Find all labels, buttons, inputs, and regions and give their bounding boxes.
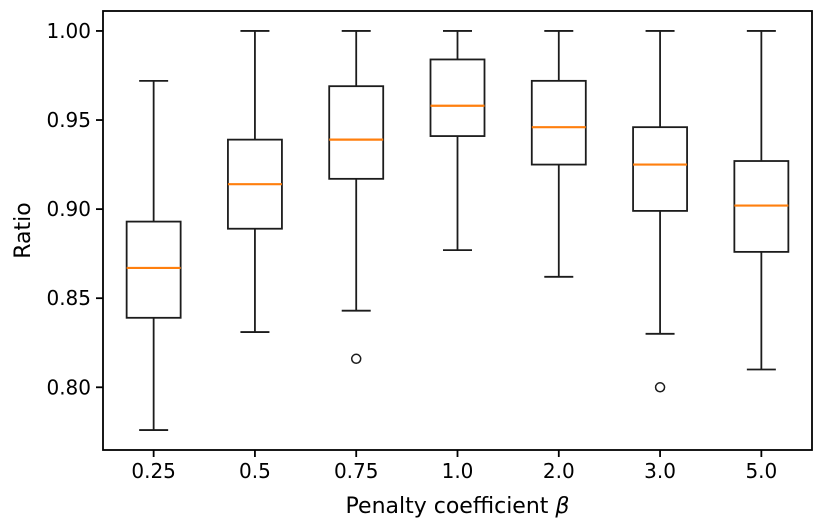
y-axis-label: Ratio (11, 202, 36, 258)
iqr-box (328, 85, 385, 180)
outlier-point (350, 353, 362, 365)
iqr-box (125, 220, 182, 319)
y-tick-label: 0.80 (46, 375, 91, 399)
x-tick-label: 0.25 (131, 459, 176, 483)
x-tick-label: 0.5 (239, 459, 271, 483)
y-tick-label: 0.95 (46, 108, 91, 132)
iqr-box (429, 58, 486, 137)
y-tick-label: 0.90 (46, 197, 91, 221)
outlier-point (654, 382, 666, 393)
x-axis-label: Penalty coefficient β (346, 494, 570, 519)
x-tick-label: 1.0 (442, 459, 474, 483)
x-tick-label: 5.0 (745, 459, 777, 483)
x-tick-label: 2.0 (543, 459, 575, 483)
y-tick-label: 1.00 (46, 19, 91, 43)
iqr-box (530, 79, 587, 166)
x-tick-label: 0.75 (334, 459, 379, 483)
iqr-box (632, 126, 688, 212)
y-tick-label: 0.85 (46, 286, 91, 310)
x-tick-label: 3.0 (644, 459, 676, 483)
